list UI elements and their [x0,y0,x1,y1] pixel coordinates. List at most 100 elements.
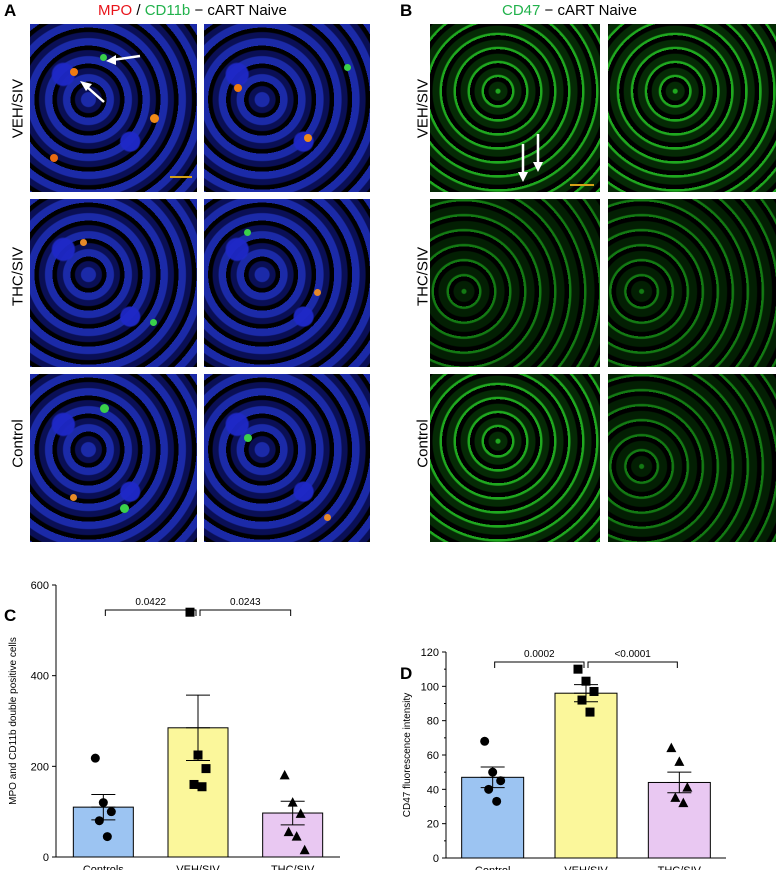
cell-marker [344,64,351,71]
y-tick-label: 200 [31,761,49,773]
data-point [90,753,100,763]
panel-letter-a: A [4,1,17,20]
x-tick-label: THC/SIV [658,865,702,870]
micrograph-a-control-2 [204,374,370,542]
micrograph-a-thc-siv-2 [204,199,370,367]
significance-bracket [494,661,585,668]
cell-marker [304,134,312,142]
data-point [201,764,211,774]
p-value-label: 0.0243 [230,597,261,608]
micrograph-b-thc-siv-2 [608,199,776,367]
y-tick-label: 20 [427,819,439,831]
data-point [480,736,490,746]
data-point [666,742,677,753]
y-tick-label: 40 [427,784,439,796]
significance-bracket [104,609,197,616]
data-point [291,831,302,841]
data-point [185,607,195,617]
micrograph-b-veh-siv-1 [430,24,600,192]
title-suffix: − cART Naive [190,2,287,19]
cell-marker [244,229,251,236]
row-label-veh-siv-a: VEH/SIV [9,78,27,139]
panel-letter-b: B [400,1,413,20]
y-tick-label: 0 [433,853,439,865]
x-tick-label: THC/SIV [271,864,315,870]
data-point [197,782,207,792]
cell-marker [314,289,321,296]
y-tick-label: 0 [43,852,49,864]
row-label-thc-siv-b: THC/SIV [414,246,432,307]
cell-marker [80,239,87,246]
x-tick-label: Controls [83,864,124,870]
row-label-veh-siv-b: VEH/SIV [414,78,432,139]
p-value-label: 0.0422 [135,597,166,608]
data-point [678,797,689,808]
row-label-control-b: Control [414,419,432,468]
cell-marker [70,494,77,501]
p-value-label: <0.0001 [614,649,651,660]
scale-bar [170,176,192,178]
scale-bar [570,184,594,186]
micrograph-a-veh-siv-2 [204,24,370,192]
cell-marker [324,514,331,521]
data-point [98,798,108,808]
mpo-label: MPO [98,2,133,19]
data-point [484,784,494,794]
data-point [94,816,104,826]
data-point [585,707,595,717]
significance-bracket [199,609,292,616]
data-point [279,769,290,780]
cd47-label: CD47 [502,2,541,19]
micrograph-a-control-1 [30,374,197,542]
bar [554,692,618,859]
y-tick-label: 100 [421,681,439,693]
row-label-control-a: Control [9,419,27,468]
cell-marker [234,84,242,92]
row-label-thc-siv-a: THC/SIV [9,246,27,307]
cell-marker [120,504,129,513]
cell-marker [50,154,58,162]
data-point [674,756,685,766]
y-tick-label: 600 [31,580,49,592]
chart-c: 0 200 400 600 MPO and CD11b double positive … [8,580,340,870]
y-axis-label: MPO and CD11b double positive cells [8,637,19,805]
x-tick-label: VEH/SIV [564,865,608,870]
x-tick-label: VEH/SIV [176,864,220,870]
data-point [283,826,294,837]
significance-bracket [587,661,678,668]
cell-marker [150,319,157,326]
data-point [670,792,681,802]
data-point [589,686,599,696]
micrograph-b-veh-siv-2 [608,24,776,192]
data-point [106,807,116,817]
cell-marker [100,404,109,413]
data-point [295,808,306,818]
panel-a-title: MPO / CD11b − cART Naive [98,2,287,19]
micrograph-b-thc-siv-1 [430,199,600,367]
title-separator: / [132,2,145,19]
panel-letter-c: C [4,606,17,625]
y-tick-label: 400 [31,671,49,683]
title-suffix: − cART Naive [540,2,637,19]
micrograph-b-control-1 [430,374,600,542]
data-point [682,782,693,792]
data-point [581,676,591,686]
data-point [193,750,203,760]
chart-d: 0 20 40 60 80 100 120 CD47 fluorescence intensi… [402,647,726,870]
y-axis-label: CD47 fluorescence intensity [402,693,413,818]
cell-marker [70,68,78,76]
y-tick-label: 120 [421,647,439,659]
p-value-label: 0.0002 [524,649,555,660]
micrograph-a-thc-siv-1 [30,199,197,367]
arrow-icon [518,134,543,182]
bar [647,781,711,859]
y-tick-label: 80 [427,716,439,728]
panel-letter-d: D [400,664,413,683]
cell-marker [244,434,252,442]
data-point [189,779,199,789]
micrograph-a-veh-siv-1 [30,24,197,192]
arrow-icon [80,54,141,103]
x-tick-label: Control [475,865,510,870]
data-point [488,767,498,777]
cell-marker [100,54,107,61]
